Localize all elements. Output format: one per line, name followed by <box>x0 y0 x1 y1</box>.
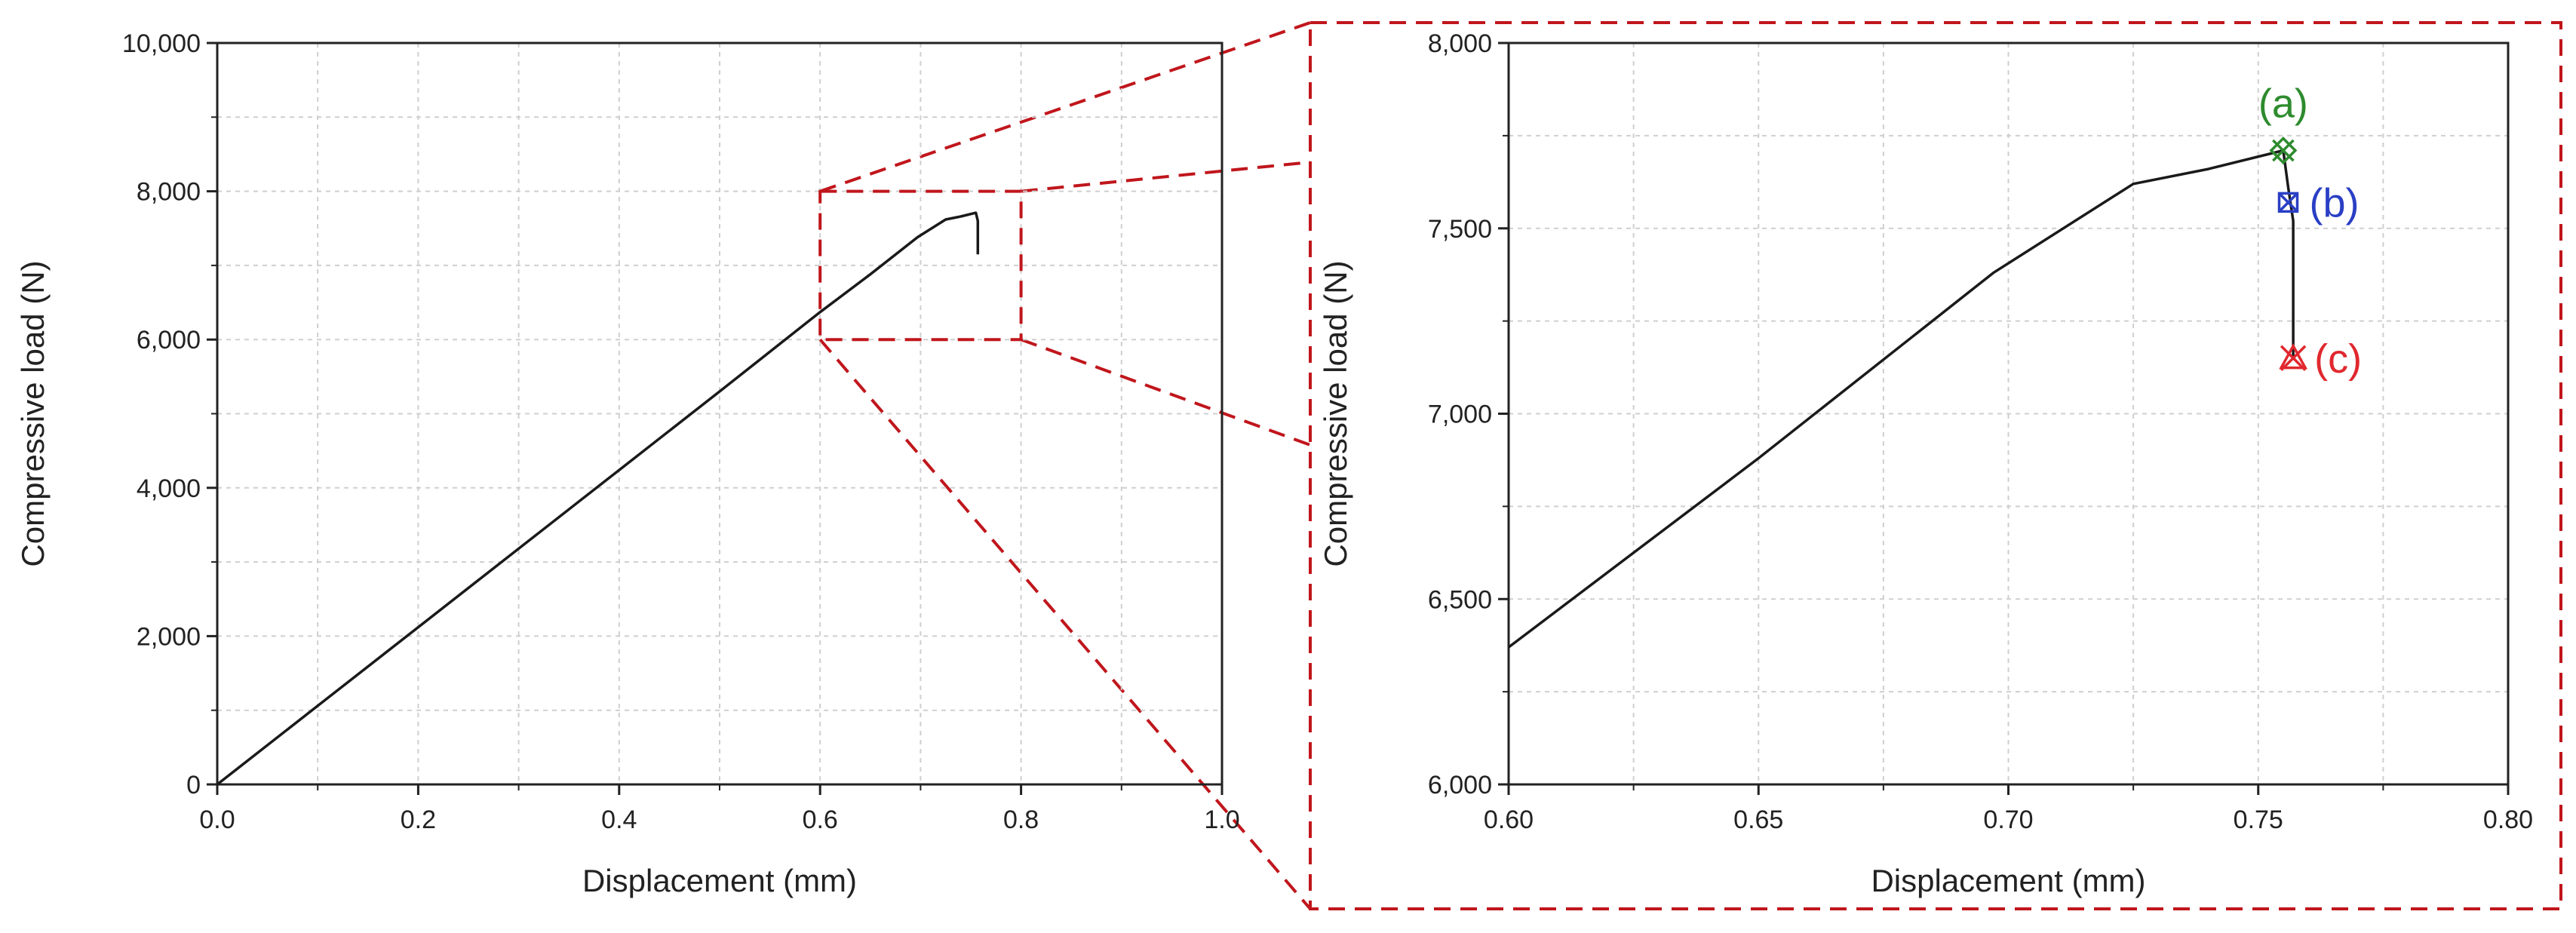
x-tick-label: 1.0 <box>1204 806 1239 834</box>
data-point-a: (a) <box>2258 81 2308 165</box>
series-line <box>216 211 980 786</box>
x-tick-label: 0.0 <box>199 806 235 834</box>
x-tick-label: 0.65 <box>1733 806 1783 834</box>
y-tick-label: 2,000 <box>137 622 201 651</box>
x-tick-label: 0.70 <box>1983 806 2033 834</box>
x-marker-stroke <box>2272 139 2295 162</box>
square-marker <box>2277 192 2299 213</box>
triangle-marker <box>2279 343 2308 370</box>
x-tick-label: 0.2 <box>401 806 436 834</box>
x-tick-label: 0.8 <box>1003 806 1039 834</box>
zoomed-chart: 0.60 0.65 0.70 0.75 0.80 6,000 6,500 7,000 7,500… <box>1318 29 2533 898</box>
y-tick-label: 6,500 <box>1428 585 1492 614</box>
connector-line <box>1020 338 1311 447</box>
y-tick-label: 10,000 <box>122 29 201 58</box>
zoom-region-box <box>818 189 1023 342</box>
y-tick-label: 6,000 <box>1428 771 1492 799</box>
y-tick-label: 7,000 <box>1428 401 1492 429</box>
x-tick-label: 0.4 <box>601 806 637 834</box>
y-axis-title: Compressive load (N) <box>1318 260 1353 566</box>
data-point-b: (b) <box>2277 180 2360 226</box>
x-marker-stroke <box>2278 192 2298 213</box>
data-point-label: (a) <box>2258 81 2308 127</box>
y-tick-label: 4,000 <box>137 474 201 503</box>
y-tick-label: 8,000 <box>1428 29 1492 58</box>
y-axis-title: Compressive load (N) <box>15 260 51 566</box>
y-tick-label: 6,000 <box>137 326 201 354</box>
connector-line <box>818 338 1312 910</box>
diamond-marker <box>2269 137 2298 165</box>
data-point-c: (c) <box>2279 336 2362 382</box>
x-axis-title: Displacement (mm) <box>1871 863 2145 898</box>
data-point-label: (b) <box>2310 180 2360 226</box>
connector-line <box>819 21 1311 193</box>
zoom-inset-frame <box>1309 21 2562 910</box>
series-line <box>1507 149 2295 649</box>
x-tick-label: 0.6 <box>803 806 838 834</box>
x-marker-stroke <box>2280 345 2307 372</box>
y-tick-label: 7,500 <box>1428 215 1492 244</box>
x-tick-label: 0.80 <box>2483 806 2533 834</box>
zoom-connector-lines <box>818 21 1312 910</box>
y-tick-label: 8,000 <box>137 178 201 207</box>
x-tick-label: 0.60 <box>1484 806 1534 834</box>
y-tick-label: 0 <box>186 771 201 799</box>
full-range-chart: 0.0 0.2 0.4 0.6 0.8 1.0 0 2,000 4,000 6,000 8,000 1… <box>15 29 1240 898</box>
x-tick-label: 0.75 <box>2234 806 2283 834</box>
x-axis-title: Displacement (mm) <box>582 863 857 898</box>
data-point-label: (c) <box>2314 336 2362 382</box>
connector-line <box>1021 161 1311 193</box>
